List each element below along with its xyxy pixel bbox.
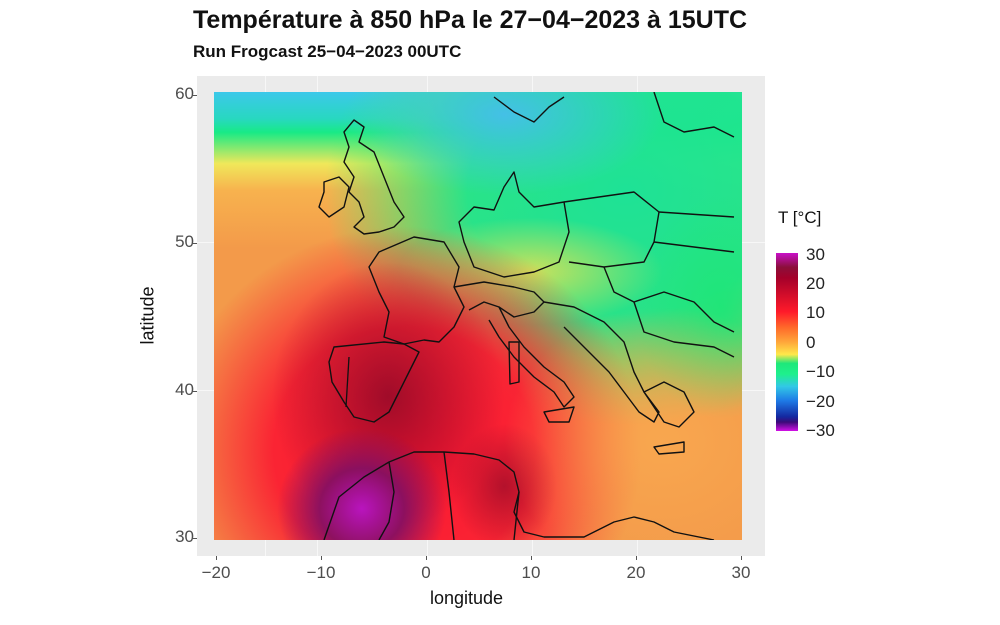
x-tick-mark [741, 556, 742, 560]
y-axis-label: latitude [137, 286, 158, 345]
y-tick-mark [193, 95, 197, 96]
y-tick-label: 50 [175, 232, 194, 251]
chart-subtitle: Run Frogcast 25−04−2023 00UTC [193, 42, 462, 61]
legend-tick-label: 0 [806, 333, 816, 352]
y-tick-mark [193, 391, 197, 392]
chart-title: Température à 850 hPa le 27−04−2023 à 15… [193, 6, 748, 34]
x-tick-label: 0 [421, 563, 431, 582]
y-tick-label: 40 [175, 380, 194, 399]
coastlines-borders [318, 92, 735, 540]
x-tick-label: 10 [521, 563, 541, 582]
x-tick-mark [321, 556, 322, 560]
x-tick-label: 30 [731, 563, 751, 582]
legend-tick-label: 10 [806, 303, 825, 322]
x-tick-mark [216, 556, 217, 560]
legend-tick-label: −10 [806, 362, 835, 381]
y-tick-label: 60 [175, 84, 194, 103]
temperature-heatmap [214, 92, 742, 540]
legend-tick-label: 30 [806, 245, 825, 264]
y-tick-label: 30 [175, 527, 194, 546]
x-tick-label: 20 [626, 563, 646, 582]
legend-tick-label: −30 [806, 421, 835, 440]
x-tick-label: −10 [306, 563, 336, 582]
legend-tick-label: −20 [806, 392, 835, 411]
legend-tick-label: 20 [806, 274, 825, 293]
legend-colorbar [776, 253, 798, 431]
x-tick-mark [426, 556, 427, 560]
y-tick-mark [193, 243, 197, 244]
x-tick-mark [531, 556, 532, 560]
x-tick-mark [636, 556, 637, 560]
y-tick-mark [193, 538, 197, 539]
legend-title: T [°C] [778, 208, 822, 227]
x-axis-label: longitude [430, 588, 504, 608]
x-tick-label: −20 [201, 563, 231, 582]
